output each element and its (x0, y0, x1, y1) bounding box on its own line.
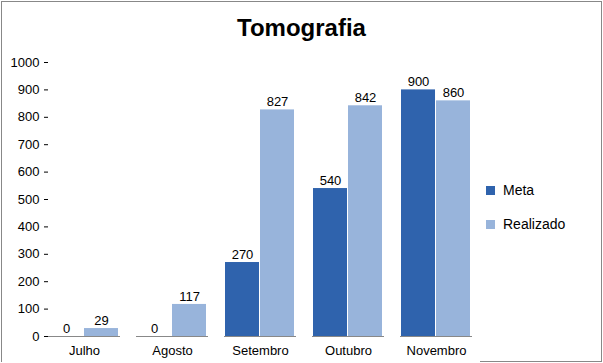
html-text:Tomografia: Tomografia (237, 14, 366, 41)
svg-text:Agosto: Agosto (152, 343, 192, 358)
svg-text:0: 0 (32, 329, 39, 344)
svg-text:Setembro: Setembro (232, 343, 288, 358)
svg-text:100: 100 (18, 301, 40, 316)
svg-text:1000: 1000 (11, 55, 40, 70)
svg-text:842: 842 (355, 90, 377, 105)
svg-text:860: 860 (443, 85, 465, 100)
svg-text:500: 500 (18, 192, 40, 207)
svg-text:0: 0 (151, 321, 158, 336)
svg-text:900: 900 (408, 74, 430, 89)
svg-text:0: 0 (63, 321, 70, 336)
svg-text:827: 827 (267, 94, 289, 109)
svg-text:29: 29 (94, 313, 108, 328)
svg-text:Outubro: Outubro (325, 343, 372, 358)
html-text:Meta: Meta (503, 182, 535, 198)
svg-text:900: 900 (18, 82, 40, 97)
svg-text:Novembro: Novembro (407, 343, 467, 358)
svg-text:270: 270 (232, 247, 254, 262)
svg-text:Julho: Julho (69, 343, 100, 358)
svg-text:700: 700 (18, 137, 40, 152)
svg-text:117: 117 (179, 289, 200, 304)
html-text:Realizado: Realizado (503, 216, 566, 232)
svg-text:600: 600 (18, 164, 40, 179)
svg-text:800: 800 (18, 109, 40, 124)
svg-text:200: 200 (18, 274, 40, 289)
svg-text:540: 540 (320, 173, 342, 188)
svg-text:400: 400 (18, 219, 40, 234)
svg-text:300: 300 (18, 246, 40, 261)
